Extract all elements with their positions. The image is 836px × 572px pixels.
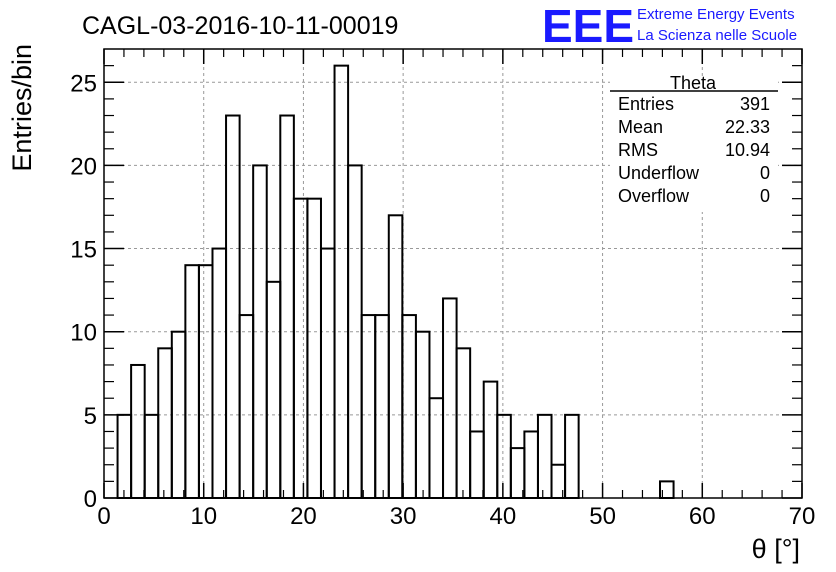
- stats-row-label: Overflow: [618, 186, 690, 206]
- histogram-bar: [197, 264, 214, 499]
- histogram-bar: [116, 413, 133, 499]
- histogram-bar: [184, 264, 200, 499]
- histogram-bar: [496, 413, 512, 499]
- stats-row-value: 391: [740, 94, 770, 114]
- x-axis-label: θ [°]: [752, 534, 800, 564]
- x-tick-label: 50: [589, 503, 616, 530]
- axis-ticks: [103, 49, 803, 499]
- stats-box: Theta Entries 391 Mean 22.33 RMS 10.94 Underfl…: [610, 73, 778, 212]
- stats-box-title: Theta: [670, 73, 717, 93]
- histogram-bar: [306, 197, 322, 500]
- x-tick-label: 30: [390, 503, 417, 530]
- plot-frame: [103, 48, 803, 499]
- x-tick-label: 60: [689, 503, 716, 530]
- stats-row-value: 10.94: [725, 140, 770, 160]
- eee-logo: EEE Extreme Energy Events La Scienza nel…: [542, 0, 797, 52]
- eee-logo-line1: Extreme Energy Events: [637, 6, 795, 23]
- stats-row-label: Entries: [618, 94, 674, 114]
- x-tick-label: 0: [97, 503, 110, 530]
- histogram-bar: [279, 114, 295, 499]
- y-tick-label: 10: [70, 320, 97, 347]
- stats-box-background: [610, 76, 778, 212]
- histogram-bar: [523, 430, 539, 499]
- histogram-bar: [536, 413, 553, 499]
- y-tick-label: 15: [70, 237, 97, 264]
- histogram-bar: [265, 280, 282, 499]
- stats-row-label: RMS: [618, 140, 658, 160]
- histogram-bar: [401, 314, 417, 499]
- x-tick-label: 10: [190, 503, 217, 530]
- histogram-bar: [442, 297, 458, 500]
- stats-row-value: 0: [760, 186, 770, 206]
- eee-logo-line2: La Scienza nelle Scuole: [637, 27, 797, 44]
- histogram-bar: [360, 314, 377, 499]
- histogram-bar: [564, 413, 580, 499]
- stats-row-label: Underflow: [618, 163, 700, 183]
- histogram-bar: [130, 363, 146, 499]
- y-tick-label: 25: [70, 70, 97, 97]
- x-tick-label: 20: [290, 503, 317, 530]
- y-tick-label: 5: [84, 403, 97, 430]
- x-tick-labels: 0 10 20 30 40 50 60 70: [97, 503, 815, 530]
- stats-box-rows: Entries 391 Mean 22.33 RMS 10.94 Underflow 0 Ove…: [618, 94, 770, 206]
- x-tick-label: 70: [789, 503, 816, 530]
- histogram-bar: [319, 247, 336, 499]
- histogram-bar: [374, 314, 390, 499]
- y-tick-label: 0: [84, 486, 97, 513]
- histogram-bar: [238, 314, 255, 499]
- histogram-bar: [428, 397, 445, 500]
- histogram-bar: [469, 430, 485, 499]
- y-axis-label: Entries/bin: [7, 44, 37, 172]
- x-tick-label: 40: [490, 503, 517, 530]
- histogram-bar: [482, 380, 499, 499]
- histogram-bar: [292, 197, 309, 500]
- histogram-bar: [225, 114, 241, 499]
- y-tick-labels: 0 5 10 15 20 25: [70, 70, 97, 513]
- eee-logo-mark: EEE: [542, 0, 634, 52]
- histogram-bar: [157, 347, 173, 500]
- histogram-bar: [455, 347, 472, 500]
- chart-title: CAGL-03-2016-10-11-00019: [82, 12, 398, 40]
- histogram-bar: [211, 247, 228, 499]
- stats-row-value: 22.33: [725, 117, 770, 137]
- stats-row-value: 0: [760, 163, 770, 183]
- stats-row-label: Mean: [618, 117, 663, 137]
- histogram-bar: [387, 214, 404, 499]
- y-tick-label: 20: [70, 153, 97, 180]
- histogram-bars: [116, 64, 675, 500]
- histogram-bar: [143, 413, 160, 499]
- histogram-bar: [333, 64, 350, 499]
